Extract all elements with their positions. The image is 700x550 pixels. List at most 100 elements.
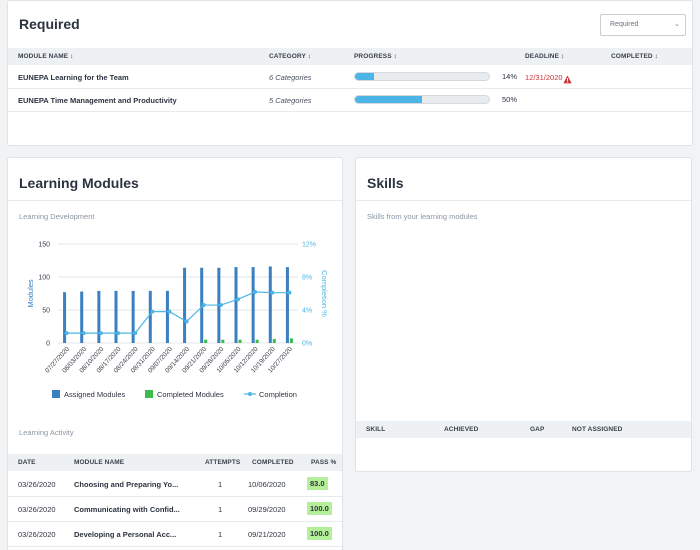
col-deadline[interactable]: DEADLINE ↕ <box>525 53 565 60</box>
table-row[interactable]: 03/26/2020 Communicating with Confid... … <box>8 497 342 521</box>
required-table-header: MODULE NAME ↕ CATEGORY ↕ PROGRESS ↕ DEAD… <box>8 48 692 65</box>
col-pass[interactable]: PASS % <box>311 459 337 466</box>
activity-attempts: 1 <box>218 505 223 514</box>
activity-completed: 09/21/2020 <box>248 530 286 539</box>
completion-point <box>150 309 155 314</box>
completed-bar <box>272 339 276 343</box>
assigned-bar <box>63 292 67 343</box>
completion-point <box>167 309 172 314</box>
activity-completed: 09/29/2020 <box>248 505 286 514</box>
assigned-bar <box>114 290 118 343</box>
y2-tick-label: 0% <box>302 341 312 348</box>
assigned-bar <box>285 267 289 343</box>
col-category[interactable]: CATEGORY ↕ <box>269 53 312 60</box>
row-divider <box>8 88 692 89</box>
activity-date: 03/26/2020 <box>18 505 56 514</box>
table-row[interactable]: EUNEPA Time Management and Productivity … <box>8 89 692 111</box>
learning-modules-panel: Learning Modules Learning Development 0 5… <box>7 157 343 550</box>
filter-value: Required <box>610 21 639 28</box>
learning-activity-label: Learning Activity <box>19 428 74 437</box>
completion-point <box>81 331 86 336</box>
activity-module[interactable]: Developing a Personal Acc... <box>74 530 177 539</box>
module-name[interactable]: EUNEPA Time Management and Productivity <box>18 96 177 105</box>
completion-point <box>236 297 240 302</box>
col-not-assigned[interactable]: NOT ASSIGNED <box>572 426 623 433</box>
col-attempts[interactable]: ATTEMPTS <box>205 459 241 466</box>
completed-bar <box>204 339 208 343</box>
assigned-bar <box>80 291 84 343</box>
activity-date: 03/26/2020 <box>18 530 56 539</box>
title-divider <box>8 200 342 201</box>
col-completed[interactable]: COMPLETED <box>252 459 294 466</box>
col-progress[interactable]: PROGRESS ↕ <box>354 53 397 60</box>
completion-point <box>253 289 258 294</box>
y-tick-label: 100 <box>38 275 50 282</box>
completed-bar <box>238 339 242 343</box>
table-row[interactable]: EUNEPA Learning for the Team 6 Categorie… <box>8 65 692 88</box>
activity-date: 03/26/2020 <box>18 480 56 489</box>
y2-tick-label: 8% <box>302 275 312 282</box>
table-row[interactable]: 03/26/2020 Developing a Personal Acc... … <box>8 522 342 546</box>
module-name[interactable]: EUNEPA Learning for the Team <box>18 73 129 82</box>
y2-tick-label: 12% <box>302 242 316 249</box>
col-skill[interactable]: SKILL <box>366 426 386 433</box>
progress-fill <box>355 96 422 103</box>
y2-tick-label: 4% <box>302 308 312 315</box>
completed-bar <box>289 338 293 343</box>
completion-point <box>64 331 69 336</box>
skills-panel: Skills Skills from your learning modules… <box>355 157 692 472</box>
col-completed[interactable]: COMPLETED ↕ <box>611 53 658 60</box>
activity-table-header: DATE MODULE NAME ATTEMPTS COMPLETED PASS… <box>8 454 342 471</box>
pass-badge: 83.0 <box>307 477 328 490</box>
activity-module[interactable]: Communicating with Confid... <box>74 505 180 514</box>
legend-swatch <box>52 390 60 398</box>
activity-attempts: 1 <box>218 530 223 539</box>
activity-completed: 10/06/2020 <box>248 480 286 489</box>
col-achieved[interactable]: ACHIEVED <box>444 426 479 433</box>
progress-label: 14% <box>502 72 518 81</box>
row-divider <box>8 546 342 547</box>
assigned-bar <box>251 267 255 343</box>
legend-line-marker <box>244 392 256 396</box>
col-module-name[interactable]: MODULE NAME ↕ <box>18 53 74 60</box>
assigned-bar <box>268 266 272 343</box>
completion-point <box>270 290 275 295</box>
warning-icon <box>563 71 572 89</box>
completion-point <box>218 303 223 308</box>
completed-bar <box>221 339 225 343</box>
row-divider <box>8 111 692 112</box>
learning-modules-title: Learning Modules <box>19 175 139 191</box>
y-tick-label: 50 <box>42 308 50 315</box>
progress-bar <box>354 72 490 81</box>
y-axis-label: Modules <box>26 279 35 308</box>
assigned-bar <box>97 290 101 343</box>
assigned-bar <box>165 290 169 343</box>
completion-point <box>184 319 189 324</box>
pass-badge: 100.0 <box>307 502 332 515</box>
row-divider <box>8 496 342 497</box>
y-tick-label: 150 <box>38 242 50 249</box>
legend-completed[interactable]: Completed Modules <box>145 390 224 399</box>
legend-assigned[interactable]: Assigned Modules <box>52 390 125 399</box>
learning-development-label: Learning Development <box>19 212 95 221</box>
y-tick-label: 0 <box>46 341 50 348</box>
assigned-bar <box>131 290 135 343</box>
skills-title: Skills <box>367 175 404 191</box>
deadline: 12/31/2020 <box>525 73 563 82</box>
activity-module[interactable]: Choosing and Preparing Yo... <box>74 480 179 489</box>
table-row[interactable]: 03/26/2020 Choosing and Preparing Yo... … <box>8 471 342 496</box>
col-module-name[interactable]: MODULE NAME <box>74 459 125 466</box>
required-filter-select[interactable]: Required ⌄ <box>600 14 686 36</box>
progress-label: 50% <box>502 95 518 104</box>
completion-point <box>287 290 292 295</box>
required-panel: Required Required ⌄ MODULE NAME ↕ CATEGO… <box>7 0 693 146</box>
col-date[interactable]: DATE <box>18 459 36 466</box>
title-divider <box>356 200 691 201</box>
col-gap[interactable]: GAP <box>530 426 545 433</box>
completion-point <box>98 331 103 336</box>
assigned-bar <box>183 267 187 343</box>
row-divider <box>8 521 342 522</box>
legend-completion[interactable]: Completion <box>244 390 297 399</box>
completion-point <box>201 303 206 308</box>
